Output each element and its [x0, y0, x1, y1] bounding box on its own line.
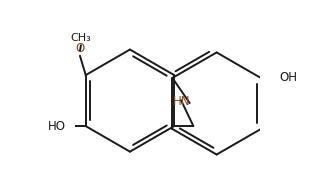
Text: OH: OH	[279, 71, 297, 84]
Text: O: O	[75, 42, 84, 55]
Text: HN: HN	[173, 94, 191, 108]
Text: CH₃: CH₃	[71, 33, 91, 43]
Text: HO: HO	[48, 120, 66, 133]
